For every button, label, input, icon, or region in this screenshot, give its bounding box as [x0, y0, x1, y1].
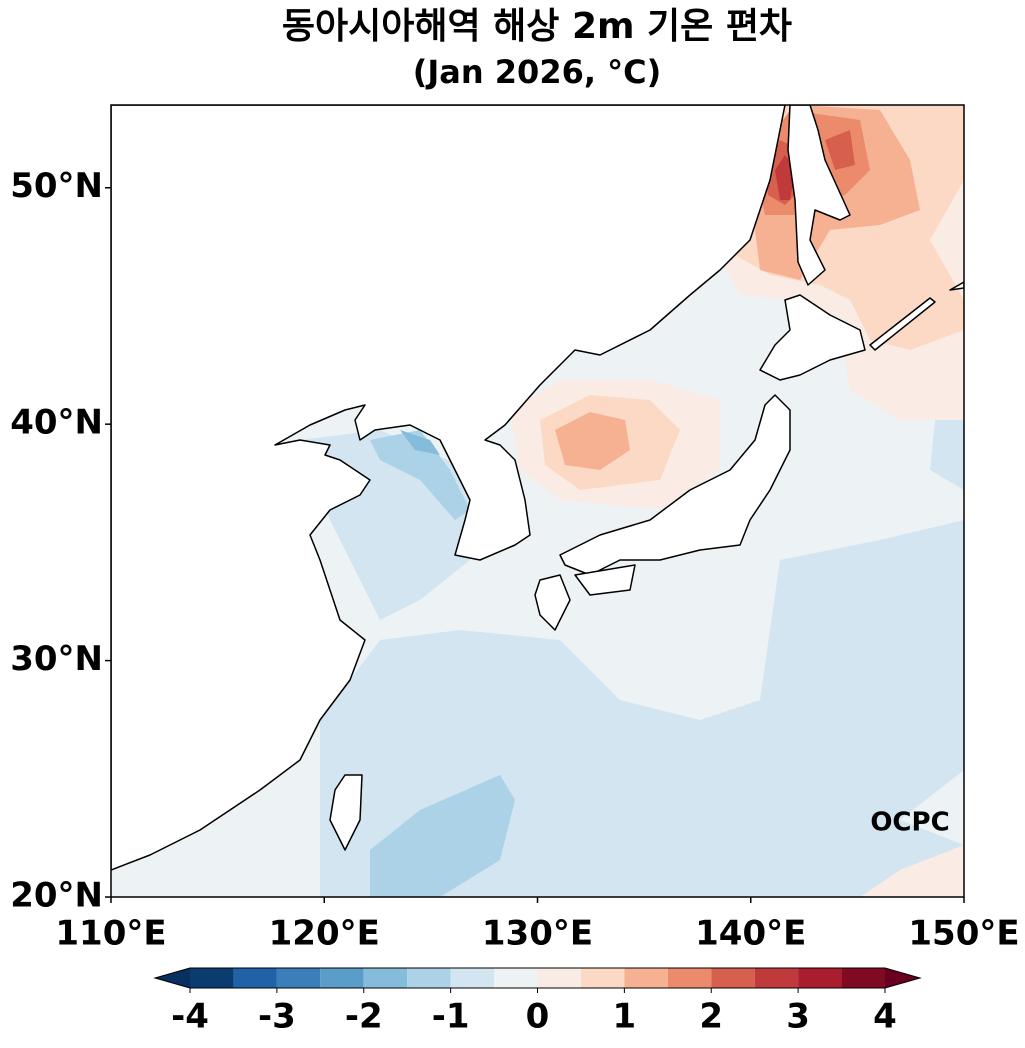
colorbar-tick-label: 2	[699, 997, 723, 1037]
anomaly-region	[860, 845, 964, 897]
coastlines	[111, 105, 964, 871]
x-tick-label: 140°E	[695, 914, 806, 954]
shikoku	[574, 564, 636, 596]
colorbar-tick-label: -4	[171, 997, 209, 1037]
colorbar-bin	[667, 968, 712, 988]
kurils	[869, 281, 964, 351]
x-tick-label: 150°E	[908, 914, 1019, 954]
y-tick-label: 40°N	[10, 403, 103, 443]
colorbar-tick-label: 0	[526, 997, 550, 1037]
colorbar-bin	[190, 968, 234, 988]
continent	[111, 105, 786, 871]
y-tick-label: 50°N	[10, 166, 103, 206]
colorbar-tick-label: 4	[873, 997, 897, 1037]
x-tick-label: 120°E	[269, 914, 380, 954]
sakhalin	[787, 105, 851, 286]
colorbar-tick-label: 1	[613, 997, 637, 1037]
colorbar: -4 -3 -2 -1 0 1 2 3 4	[153, 967, 922, 1037]
colorbar-bin	[233, 968, 277, 988]
colorbar-bin	[624, 968, 668, 988]
title: 동아시아해역 해상 2m 기온 편차	[282, 6, 792, 47]
colorbar-tick-label: -2	[345, 997, 383, 1037]
colorbar-bin	[841, 968, 885, 988]
colorbar-bin	[537, 968, 581, 988]
colorbar-bin	[494, 968, 538, 988]
colorbar-bin	[450, 968, 495, 988]
taiwan	[329, 774, 363, 851]
anomaly-region	[370, 775, 515, 897]
colorbar-tick-label: -3	[258, 997, 296, 1037]
colorbar-tick-label: -1	[432, 997, 470, 1037]
logo: OCPC	[870, 808, 949, 838]
x-tick-label: 110°E	[55, 914, 166, 954]
colorbar-bin	[407, 968, 451, 988]
colorbar-bin	[320, 968, 364, 988]
colorbar-under	[155, 968, 190, 988]
colorbar-bin	[363, 968, 408, 988]
anomaly-region	[930, 400, 964, 490]
colorbar-bin	[580, 968, 625, 988]
anomaly-region	[370, 430, 470, 520]
colorbar-tick-label: 3	[786, 997, 810, 1037]
anomaly-region	[825, 130, 855, 170]
colorbar-bin	[711, 968, 755, 988]
subtitle: (Jan 2026, °C)	[413, 53, 662, 91]
anomaly-region	[555, 412, 630, 470]
anomaly-region	[400, 430, 440, 455]
x-tick-label: 130°E	[482, 914, 593, 954]
colorbar-over	[885, 968, 920, 988]
y-tick-label: 30°N	[10, 639, 103, 679]
colorbar-bin	[754, 968, 799, 988]
colorbar-bin	[276, 968, 321, 988]
axes: 110°E 120°E 130°E 140°E 150°E 20°N 30°N 40°N 50°…	[10, 166, 1019, 953]
y-tick-label: 20°N	[10, 876, 103, 916]
colorbar-bin	[798, 968, 842, 988]
kyushu	[534, 574, 571, 631]
hokkaido	[759, 294, 866, 381]
